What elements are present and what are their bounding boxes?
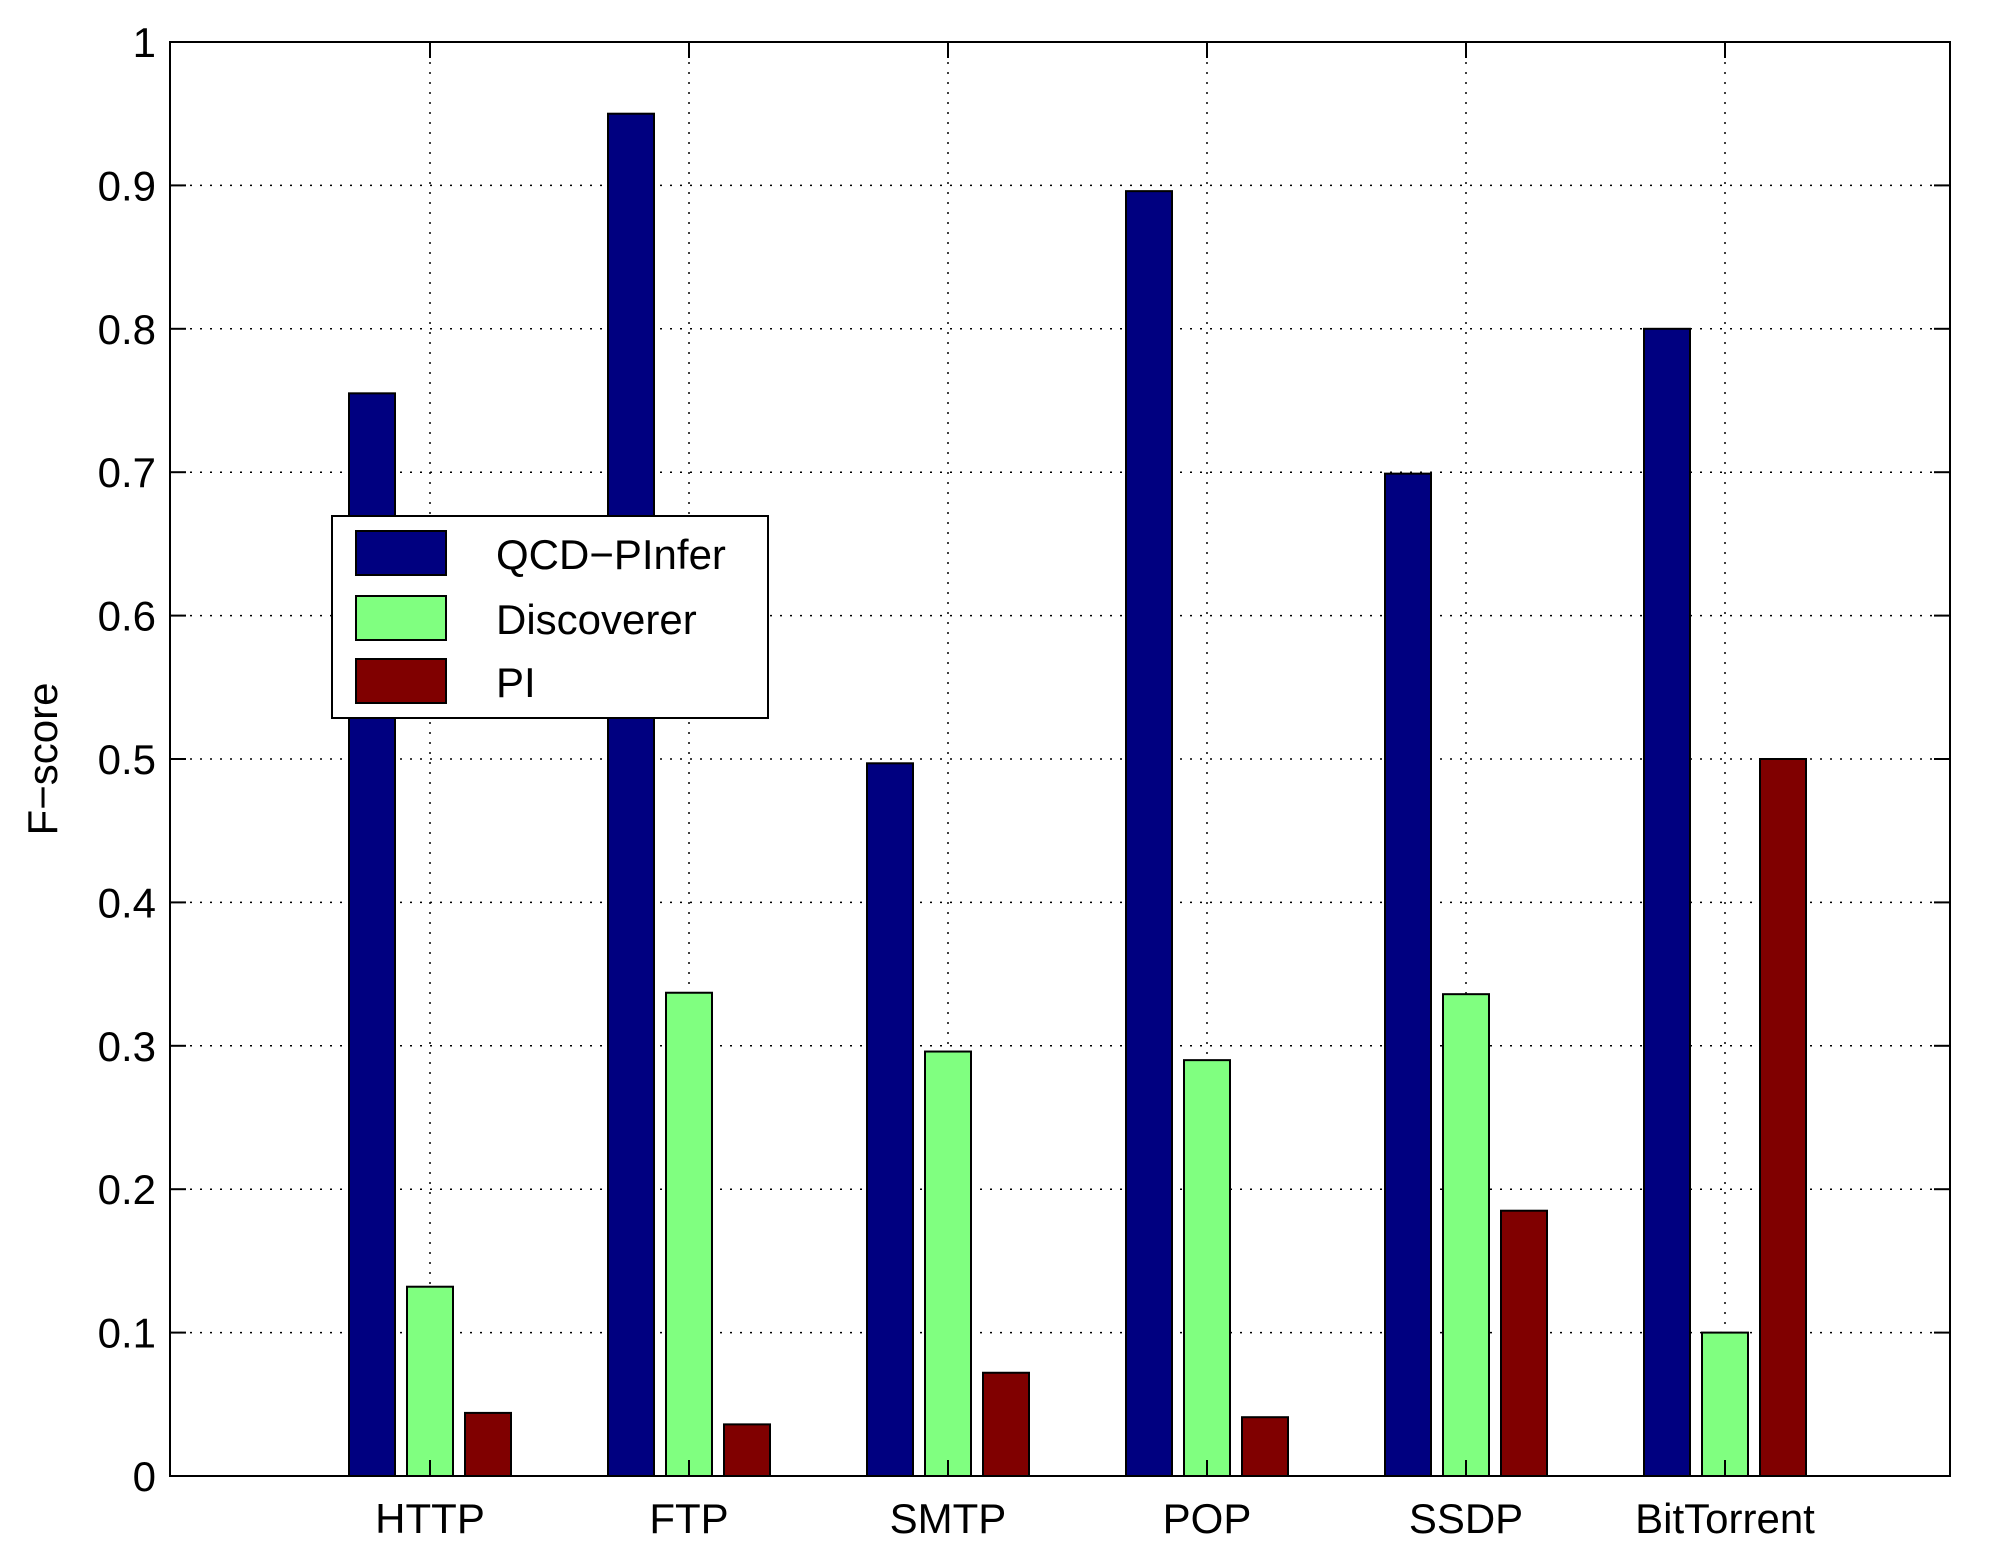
bar-discoverer-pop <box>1183 1059 1231 1477</box>
legend-label-pi: PI <box>496 659 536 706</box>
x-tick-label-ftp: FTP <box>649 1495 728 1542</box>
x-tick-label-bittorrent: BitTorrent <box>1635 1495 1815 1542</box>
bar-qcd-pinfer-ssdp <box>1384 472 1432 1478</box>
bar-qcd-pinfer-pop <box>1125 190 1173 1478</box>
legend-swatch-pi <box>355 658 447 704</box>
bar-qcd-pinfer-bittorrent <box>1643 327 1691 1477</box>
legend-swatch-discoverer <box>355 595 447 641</box>
x-tick-label-http: HTTP <box>375 1495 485 1542</box>
y-tick-label: 0.7 <box>98 449 156 496</box>
bar-pi-smtp <box>982 1371 1030 1477</box>
legend-label-discoverer: Discoverer <box>496 596 697 643</box>
bar-pi-ssdp <box>1500 1209 1548 1477</box>
bars <box>348 112 1807 1478</box>
bar-qcd-pinfer-ftp <box>607 112 655 1478</box>
y-tick-label: 0.8 <box>98 306 156 353</box>
y-tick-label: 0.9 <box>98 162 156 209</box>
grid-lines <box>170 42 1950 1476</box>
bar-pi-pop <box>1241 1416 1289 1478</box>
bar-pi-ftp <box>723 1423 771 1477</box>
x-tick-label-pop: POP <box>1163 1495 1252 1542</box>
x-tick-label-ssdp: SSDP <box>1409 1495 1523 1542</box>
tick-labels: 0 0.1 0.2 0.3 0.4 0.5 0.6 0.7 0.8 0.9 1 HTTP FTP SMTP… <box>98 19 1816 1542</box>
legend-swatch-qcd-pinfer <box>355 530 447 576</box>
bar-pi-bittorrent <box>1759 758 1807 1477</box>
y-tick-label: 0.5 <box>98 736 156 783</box>
y-tick-label: 0 <box>133 1453 156 1500</box>
y-tick-label: 1 <box>133 19 156 66</box>
legend: QCD−PInfer Discoverer PI <box>331 515 769 719</box>
bar-pi-http <box>464 1411 512 1478</box>
y-tick-label: 0.3 <box>98 1023 156 1070</box>
x-tick-label-smtp: SMTP <box>890 1495 1007 1542</box>
axis-ticks <box>170 41 1950 1477</box>
bar-discoverer-http <box>406 1285 454 1478</box>
bar-discoverer-smtp <box>924 1050 972 1477</box>
y-tick-label: 0.6 <box>98 593 156 640</box>
y-tick-label: 0.1 <box>98 1310 156 1357</box>
legend-label-qcd-pinfer: QCD−PInfer <box>496 531 726 578</box>
bar-discoverer-ftp <box>665 991 713 1477</box>
y-tick-label: 0.4 <box>98 879 156 926</box>
y-tick-label: 0.2 <box>98 1166 156 1213</box>
bar-qcd-pinfer-smtp <box>866 762 914 1477</box>
y-axis-title: F−score <box>19 683 66 836</box>
bar-discoverer-ssdp <box>1442 993 1490 1478</box>
bar-discoverer-bittorrent <box>1701 1331 1749 1477</box>
